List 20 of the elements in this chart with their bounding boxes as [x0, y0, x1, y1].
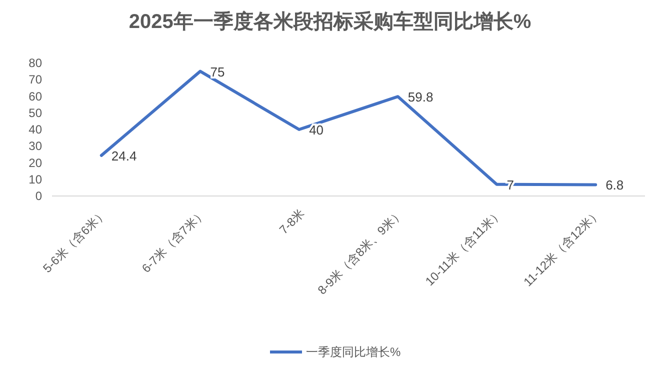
x-tick-label: 7-8米	[276, 206, 308, 237]
x-tick-label: 6-7米（含7米）	[139, 206, 208, 276]
data-label: 40	[309, 122, 324, 138]
data-label: 24.4	[111, 148, 137, 164]
x-tick-label: 8-9米（含8米、9米）	[315, 206, 406, 298]
chart-title: 2025年一季度各米段招标采购车型同比增长%	[128, 10, 532, 33]
y-tick-label: 30	[28, 139, 42, 154]
y-tick-label: 20	[28, 156, 42, 170]
legend-label: 一季度同比增长%	[306, 345, 401, 359]
y-tick-label: 50	[28, 106, 42, 120]
data-label: 75	[210, 64, 225, 80]
y-tick-label: 10	[28, 172, 42, 186]
data-label: 6.8	[606, 178, 624, 193]
y-tick-label: 40	[28, 122, 42, 136]
y-tick-label: 60	[28, 89, 42, 104]
y-tick-label: 80	[28, 56, 42, 70]
data-label: 59.8	[408, 90, 434, 105]
x-tick-label: 5-6米（含6米）	[40, 206, 110, 276]
y-tick-label: 70	[28, 72, 42, 87]
y-tick-label: 0	[35, 189, 42, 203]
